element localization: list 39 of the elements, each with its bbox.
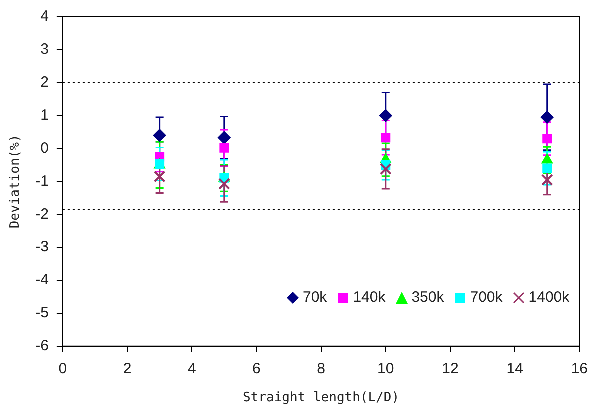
x-axis-title: Straight length(L/D) — [243, 390, 400, 406]
x-tick-label: 16 — [571, 360, 588, 378]
y-tick-label: 0 — [40, 140, 49, 157]
y-tick-label: 3 — [40, 41, 49, 58]
legend-label: 140k — [353, 289, 386, 306]
x-tick-label: 0 — [58, 360, 68, 378]
legend-label: 700k — [470, 289, 503, 306]
point — [542, 164, 552, 174]
point — [381, 133, 391, 143]
y-tick-label: 4 — [40, 8, 49, 26]
x-tick-label: 12 — [442, 360, 459, 378]
point — [218, 131, 231, 144]
y-tick-label: -4 — [36, 272, 49, 289]
x-tick-label: 14 — [506, 360, 524, 378]
x-tick-label: 6 — [252, 360, 261, 378]
point — [379, 109, 392, 122]
y-tick-label: -3 — [36, 238, 49, 256]
y-tick-label: 2 — [40, 74, 49, 92]
y-axis-title: Deviation(%) — [8, 134, 24, 229]
point — [542, 134, 552, 144]
point — [380, 163, 392, 176]
legend-label: 1400k — [528, 289, 570, 306]
y-tick-label: -6 — [36, 338, 49, 355]
point — [218, 178, 230, 190]
x-tick-label: 2 — [123, 360, 132, 378]
point — [154, 170, 166, 183]
y-tick-label: -1 — [36, 172, 49, 190]
y-tick-label: -5 — [36, 304, 49, 322]
y-tick-label: 1 — [40, 106, 49, 124]
point — [541, 174, 554, 186]
legend-label: 70k — [303, 289, 328, 306]
point — [153, 129, 166, 142]
point — [220, 143, 230, 153]
point — [540, 110, 554, 124]
x-tick-label: 10 — [378, 360, 394, 378]
x-tick-label: 4 — [188, 360, 196, 378]
legend-label: 350k — [412, 289, 444, 306]
y-tick-label: -2 — [36, 206, 49, 223]
x-tick-label: 8 — [317, 360, 326, 378]
